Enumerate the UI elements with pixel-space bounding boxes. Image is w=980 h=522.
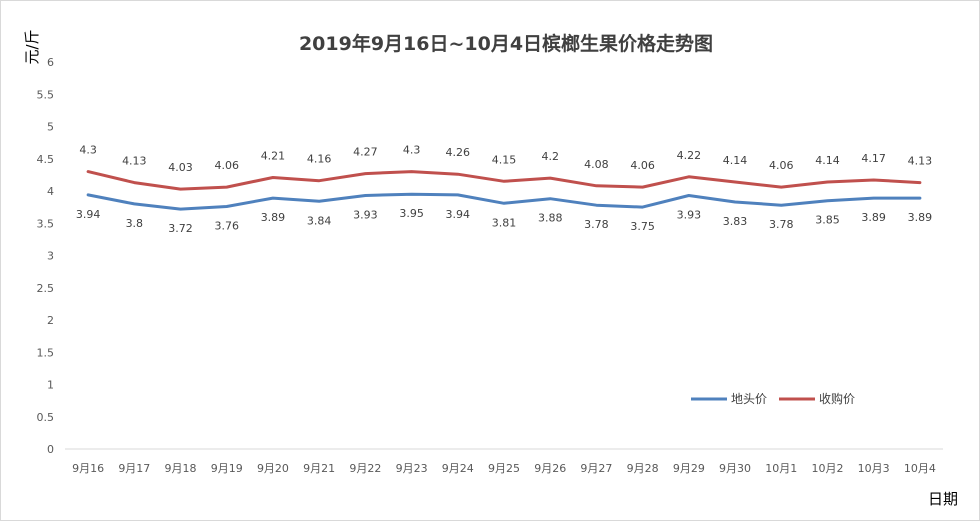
data-label: 3.83 (723, 215, 748, 228)
x-tick-label: 9月17 (118, 462, 150, 475)
data-label: 3.89 (261, 211, 286, 224)
data-label: 3.93 (677, 209, 702, 222)
y-tick-label: 3.5 (37, 217, 55, 230)
data-label: 3.94 (76, 208, 101, 221)
y-tick-label: 2 (47, 314, 54, 327)
y-tick-label: 0.5 (37, 411, 55, 424)
x-tick-label: 9月25 (488, 462, 520, 475)
x-tick-label: 10月2 (811, 462, 843, 475)
x-axis-label: 日期 (928, 490, 958, 508)
y-tick-label: 4 (47, 185, 54, 198)
data-label: 3.76 (214, 219, 239, 232)
data-label: 3.95 (399, 207, 424, 220)
data-label: 3.78 (769, 218, 794, 231)
x-tick-label: 9月16 (72, 462, 104, 475)
x-tick-label: 9月24 (442, 462, 474, 475)
data-label: 4.06 (769, 159, 794, 172)
y-tick-labels: 0 0.5 1 1.5 2 2.5 3 3.5 4 4.5 5 5.5 6 (37, 56, 55, 456)
y-tick-label: 6 (47, 56, 54, 69)
chart-title: 2019年9月16日~10月4日槟榔生果价格走势图 (299, 32, 713, 55)
data-label: 3.72 (168, 222, 193, 235)
data-label: 3.89 (861, 211, 886, 224)
data-label: 4.21 (261, 149, 286, 162)
x-tick-label: 9月26 (534, 462, 566, 475)
data-label: 3.93 (353, 209, 378, 222)
data-label: 4.13 (122, 155, 147, 168)
data-label: 4.16 (307, 153, 332, 166)
x-tick-label: 10月1 (765, 462, 797, 475)
data-label: 3.78 (584, 218, 609, 231)
data-label: 3.94 (446, 208, 471, 221)
y-tick-label: 3 (47, 250, 54, 263)
data-label: 4.14 (815, 154, 840, 167)
x-tick-label: 9月18 (165, 462, 197, 475)
x-tick-label: 9月23 (396, 462, 428, 475)
data-label: 4.03 (168, 161, 193, 174)
x-tick-label: 9月19 (211, 462, 243, 475)
data-label: 4.06 (630, 159, 655, 172)
x-tick-label: 10月4 (904, 462, 936, 475)
x-tick-labels: 9月16 9月17 9月18 9月19 9月20 9月21 9月22 9月23 9月24 9月25… (72, 462, 936, 475)
y-tick-label: 5 (47, 121, 54, 134)
y-tick-label: 2.5 (37, 282, 55, 295)
y-tick-label: 0 (47, 443, 54, 456)
data-label: 3.75 (630, 220, 655, 233)
series-layer: 3.94 3.8 3.72 3.76 3.89 3.84 3.93 3.95 3.94 3.81 3… (76, 144, 932, 235)
data-label: 3.84 (307, 214, 332, 227)
x-tick-label: 9月22 (349, 462, 381, 475)
x-tick-label: 10月3 (858, 462, 890, 475)
x-tick-label: 9月21 (303, 462, 335, 475)
y-axis-label: 元/斤 (23, 29, 41, 64)
x-tick-label: 9月29 (673, 462, 705, 475)
data-label: 4.17 (861, 152, 886, 165)
data-label: 4.3 (79, 144, 97, 157)
y-tick-label: 5.5 (37, 88, 55, 101)
series-line-1 (86, 192, 922, 211)
series-line-2 (86, 170, 922, 191)
data-label: 4.14 (723, 154, 748, 167)
x-tick-label: 9月20 (257, 462, 289, 475)
x-tick-label: 9月30 (719, 462, 751, 475)
y-tick-label: 1.5 (37, 346, 55, 359)
data-label: 3.89 (908, 211, 933, 224)
data-label: 4.08 (584, 158, 609, 171)
data-label: 4.22 (677, 149, 702, 162)
x-tick-label: 9月27 (580, 462, 612, 475)
data-label: 3.85 (815, 214, 840, 227)
data-label: 4.15 (492, 153, 517, 166)
x-tick-label: 9月28 (627, 462, 659, 475)
legend: 地头价 收购价 (691, 391, 855, 406)
y-tick-label: 4.5 (37, 153, 55, 166)
data-label: 4.2 (541, 150, 559, 163)
legend-entry: 收购价 (819, 391, 855, 406)
data-label: 3.88 (538, 212, 563, 225)
data-label: 3.8 (126, 217, 144, 230)
y-tick-label: 1 (47, 379, 54, 392)
data-label: 4.06 (214, 159, 239, 172)
data-label: 4.27 (353, 146, 378, 159)
data-label: 4.3 (403, 144, 421, 157)
data-label: 4.26 (446, 146, 471, 159)
data-label: 4.13 (908, 155, 933, 168)
legend-entry: 地头价 (731, 392, 767, 406)
data-label: 3.81 (492, 216, 517, 229)
